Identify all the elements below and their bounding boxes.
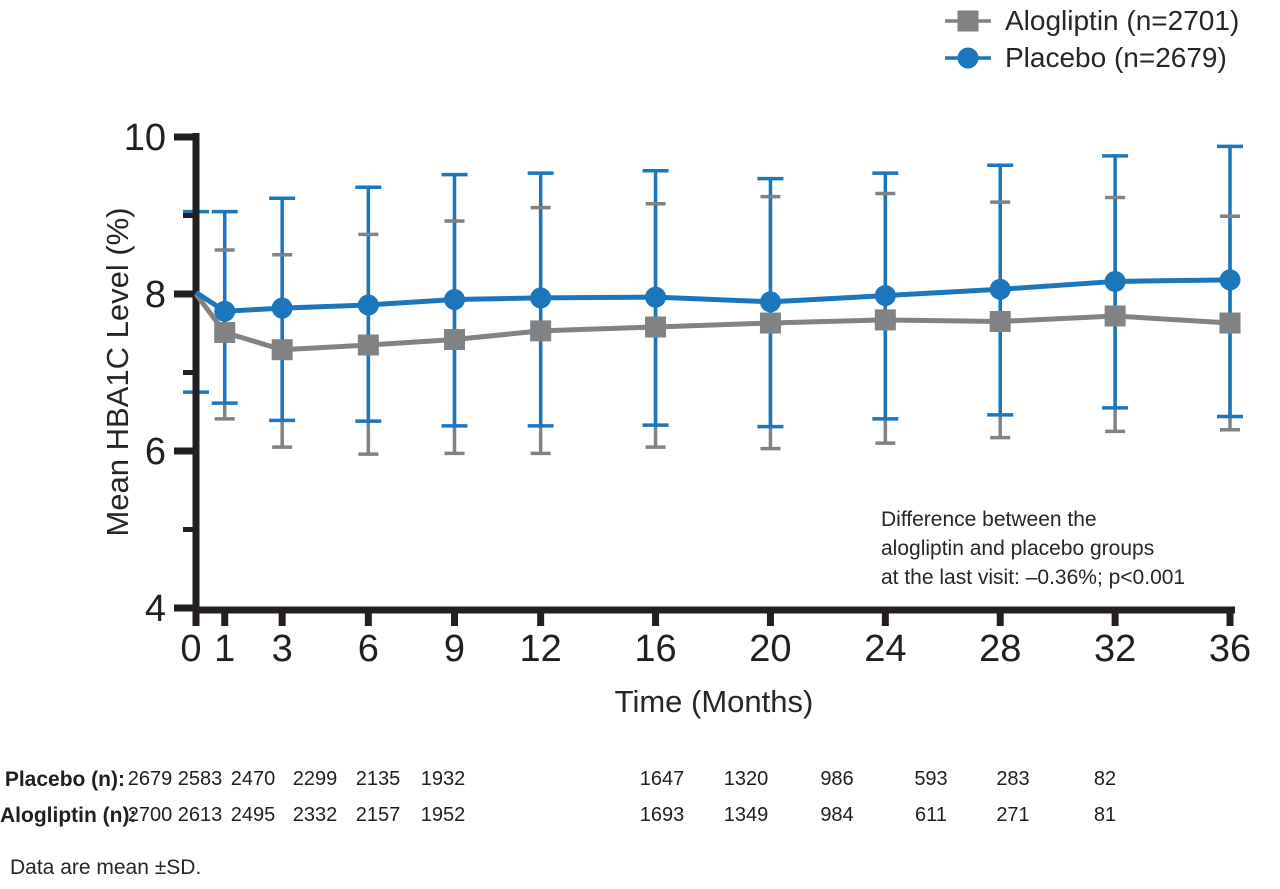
legend-label-alogliptin: Alogliptin (n=2701) <box>1005 4 1240 36</box>
table-cell: 611 <box>915 804 947 826</box>
table-cell: 2583 <box>177 768 223 790</box>
marker-square <box>645 316 667 338</box>
x-tick-label: 32 <box>1094 628 1136 670</box>
table-cell: 2679 <box>127 768 173 790</box>
table-cell: 1693 <box>639 804 685 826</box>
y-tick-label: 4 <box>145 588 166 630</box>
y-tick-label: 6 <box>145 431 166 473</box>
table-cell: 1647 <box>639 768 685 790</box>
legend-label-placebo: Placebo (n=2679) <box>1005 41 1227 73</box>
chart-legend: Alogliptin (n=2701) Placebo (n=2679) <box>944 2 1239 76</box>
marker-square <box>271 339 293 361</box>
marker-square <box>530 320 552 342</box>
marker-square <box>444 329 465 351</box>
table-cell: 271 <box>996 804 1030 826</box>
legend-marker-circle-icon <box>945 47 991 68</box>
legend-item-placebo: Placebo (n=2679) <box>944 39 1239 76</box>
x-tick-label: 9 <box>444 628 465 670</box>
x-tick-label: 3 <box>272 628 293 670</box>
x-tick-label: 16 <box>634 628 676 670</box>
marker-circle <box>271 297 293 319</box>
x-tick-label: 12 <box>520 628 562 670</box>
table-row-label: Placebo (n): <box>4 768 125 791</box>
table-cell: 593 <box>914 768 948 790</box>
table-cell: 984 <box>820 804 854 826</box>
table-cell: 2299 <box>292 768 338 790</box>
table-cell: 1952 <box>420 804 466 826</box>
marker-circle <box>989 278 1011 300</box>
table-cell: 2157 <box>355 804 401 826</box>
difference-annotation: Difference between the alogliptin and pl… <box>881 505 1185 592</box>
y-tick-label: 8 <box>145 274 166 316</box>
series-line <box>193 292 1231 353</box>
annotation-line-2: alogliptin and placebo groups <box>881 537 1155 560</box>
table-cell: 81 <box>1093 804 1117 826</box>
x-tick-label: 1 <box>214 628 235 670</box>
table-cell: 2332 <box>292 804 338 826</box>
marker-circle <box>444 288 465 310</box>
marker-circle <box>214 300 236 322</box>
marker-circle <box>1219 269 1241 291</box>
legend-item-alogliptin: Alogliptin (n=2701) <box>944 2 1239 39</box>
x-tick-label: 36 <box>1209 628 1251 670</box>
marker-circle <box>357 294 379 316</box>
marker-circle <box>1104 270 1126 292</box>
annotation-line-1: Difference between the <box>881 508 1097 531</box>
marker-circle <box>874 285 896 307</box>
x-axis-title: Time (Months) <box>615 684 814 719</box>
table-cell: 2495 <box>230 804 276 826</box>
table-cell: 986 <box>820 768 854 790</box>
marker-square <box>989 310 1011 332</box>
legend-marker-square-icon <box>945 10 991 31</box>
table-cell: 2613 <box>177 804 223 826</box>
footnote: Data are mean ±SD. <box>10 856 202 879</box>
marker-square <box>759 312 781 334</box>
table-cell: 2470 <box>230 768 276 790</box>
table-cell: 2700 <box>127 804 173 826</box>
marker-square <box>1219 312 1241 334</box>
series-line <box>194 277 1231 314</box>
table-cell: 2135 <box>355 768 401 790</box>
marker-square <box>874 309 896 331</box>
x-tick-label: 28 <box>979 628 1021 670</box>
marker-circle <box>759 291 781 313</box>
x-tick-label: 0 <box>180 628 201 670</box>
table-cell: 1932 <box>420 768 466 790</box>
marker-circle <box>645 286 667 308</box>
x-tick-label: 20 <box>749 628 791 670</box>
marker-circle <box>530 287 552 309</box>
annotation-line-3: at the last visit: –0.36%; p<0.001 <box>881 566 1186 589</box>
marker-square <box>1104 305 1126 327</box>
x-tick-label: 24 <box>864 628 906 670</box>
y-tick-label: 10 <box>124 117 166 159</box>
y-axis-title: Mean HBA1C Level (%) <box>100 207 135 536</box>
table-cell: 82 <box>1093 768 1117 790</box>
table-cell: 1349 <box>723 804 769 826</box>
x-tick-label: 6 <box>358 628 379 670</box>
marker-square <box>214 321 236 343</box>
table-row-label: Alogliptin (n): <box>0 804 137 827</box>
table-cell: 1320 <box>723 768 769 790</box>
marker-square <box>357 334 379 356</box>
table-cell: 283 <box>996 768 1030 790</box>
